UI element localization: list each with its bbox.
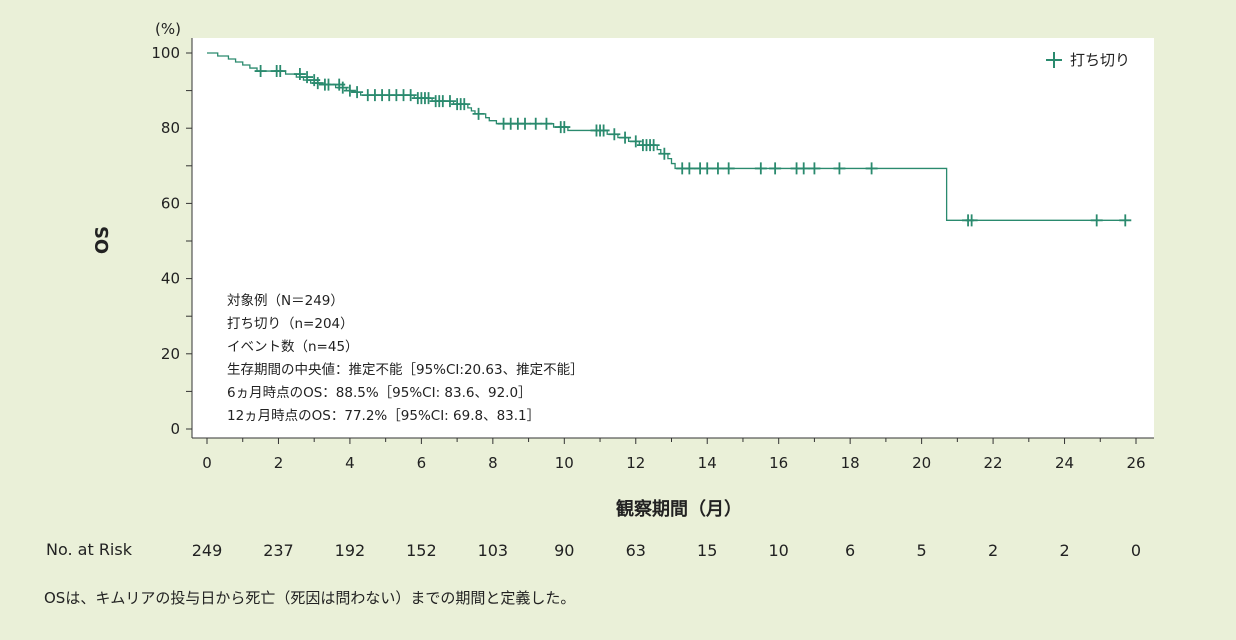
censor-mark — [1119, 214, 1132, 227]
censor-mark — [519, 117, 532, 130]
risk-count: 2 — [1059, 541, 1069, 560]
risk-table-row: 249 237 192 152 103 90 63 15 10 6 5 2 2 0 — [192, 541, 1141, 560]
y-tick-label: 0 — [170, 420, 180, 438]
censor-mark — [558, 121, 571, 134]
censor-mark — [833, 162, 846, 175]
y-tick-label: 80 — [161, 119, 180, 137]
legend: 打ち切り — [1046, 51, 1130, 69]
annotation-line: 生存期間の中央値：推定不能［95%CI:20.63、推定不能］ — [227, 362, 584, 378]
x-tick-label: 16 — [769, 454, 788, 472]
censor-mark — [965, 214, 978, 227]
censor-mark — [351, 86, 364, 99]
x-tick-label: 20 — [912, 454, 931, 472]
censor-mark — [629, 135, 642, 148]
annotation-line: 12ヵ月時点のOS：77.2%［95%CI: 69.8、83.1］ — [227, 408, 540, 424]
annotation-line: イベント数（n=45） — [227, 339, 359, 355]
x-axis-title: 観察期間（月） — [616, 498, 742, 520]
censor-mark — [865, 162, 878, 175]
censor-mark — [301, 71, 314, 84]
risk-count: 10 — [769, 541, 789, 560]
censor-mark — [443, 95, 456, 108]
risk-count: 0 — [1131, 541, 1141, 560]
censor-mark — [711, 162, 724, 175]
censor-mark — [458, 98, 471, 111]
censor-mark — [254, 65, 267, 78]
risk-count: 63 — [626, 541, 646, 560]
x-tick-label: 6 — [417, 454, 427, 472]
risk-count: 5 — [917, 541, 927, 560]
y-unit-label: (%) — [155, 20, 181, 38]
censor-mark — [322, 78, 335, 91]
censor-mark — [597, 124, 610, 137]
censor-mark — [472, 107, 485, 120]
censor-mark — [722, 162, 735, 175]
x-tick-label: 22 — [984, 454, 1003, 472]
x-tick-label: 8 — [488, 454, 498, 472]
censor-mark — [619, 131, 632, 144]
x-tick-label: 26 — [1126, 454, 1145, 472]
censor-mark — [540, 117, 553, 130]
annotation-line: 6ヵ月時点のOS：88.5%［95%CI: 83.6、92.0］ — [227, 385, 532, 401]
annotation-line: 対象例（N＝249） — [227, 293, 344, 309]
y-tick-label: 60 — [161, 194, 180, 212]
risk-count: 237 — [263, 541, 294, 560]
risk-count: 249 — [192, 541, 223, 560]
y-axis-title: OS — [92, 226, 113, 254]
risk-count: 15 — [697, 541, 717, 560]
x-tick-label: 10 — [555, 454, 574, 472]
censor-mark — [404, 89, 417, 102]
risk-table-label: No. at Risk — [46, 540, 133, 559]
censor-mark — [769, 162, 782, 175]
risk-count: 2 — [988, 541, 998, 560]
footnote: OSは、キムリアの投与日から死亡（死因は問わない）までの期間と定義した。 — [44, 589, 575, 607]
risk-count: 90 — [554, 541, 574, 560]
x-tick-label: 14 — [698, 454, 717, 472]
censor-mark — [683, 162, 696, 175]
risk-count: 152 — [406, 541, 437, 560]
censor-mark — [343, 84, 356, 97]
x-tick-label: 18 — [841, 454, 860, 472]
censor-mark — [336, 81, 349, 94]
y-tick-label: 100 — [151, 44, 180, 62]
censor-mark — [311, 77, 324, 90]
risk-count: 103 — [478, 541, 509, 560]
censor-mark — [797, 162, 810, 175]
censor-mark — [658, 147, 671, 160]
legend-label: 打ち切り — [1070, 51, 1130, 69]
censor-mark — [529, 117, 542, 130]
risk-count: 6 — [845, 541, 855, 560]
censor-mark — [1090, 214, 1103, 227]
y-tick-label: 20 — [161, 345, 180, 363]
x-tick-label: 12 — [626, 454, 645, 472]
censor-mark — [808, 162, 821, 175]
censor-mark — [754, 162, 767, 175]
censor-mark — [293, 68, 306, 81]
x-tick-label: 0 — [202, 454, 212, 472]
x-tick-label: 24 — [1055, 454, 1074, 472]
annotation-line: 打ち切り（n=204） — [227, 315, 354, 332]
x-tick-label: 2 — [274, 454, 284, 472]
censor-marker-icon — [1046, 52, 1062, 68]
x-tick-label: 4 — [345, 454, 355, 472]
summary-annotations: 対象例（N＝249） 打ち切り（n=204） イベント数（n=45） 生存期間の中央値… — [227, 293, 584, 424]
risk-count: 192 — [335, 541, 366, 560]
censor-mark — [274, 65, 287, 78]
censor-mark — [647, 139, 660, 152]
censor-mark — [701, 162, 714, 175]
y-tick-label: 40 — [161, 270, 180, 288]
censor-mark — [608, 128, 621, 141]
censor-mark — [422, 92, 435, 105]
plot-area — [192, 38, 1154, 438]
